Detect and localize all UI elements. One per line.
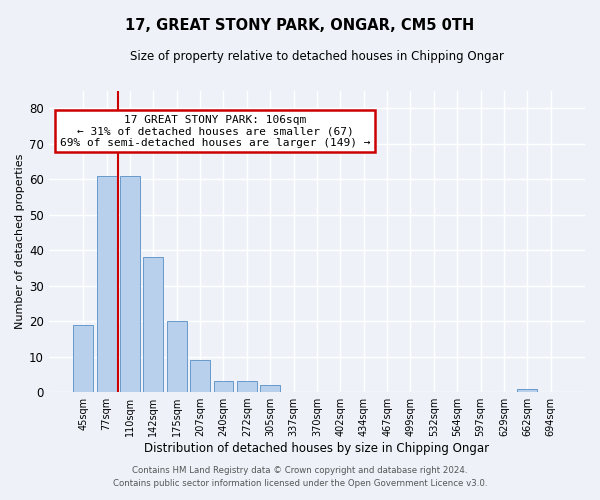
Bar bbox=[260, 385, 280, 392]
Bar bbox=[190, 360, 210, 392]
X-axis label: Distribution of detached houses by size in Chipping Ongar: Distribution of detached houses by size … bbox=[145, 442, 490, 455]
Bar bbox=[143, 258, 163, 392]
Title: Size of property relative to detached houses in Chipping Ongar: Size of property relative to detached ho… bbox=[130, 50, 504, 63]
Bar bbox=[120, 176, 140, 392]
Bar bbox=[214, 382, 233, 392]
Bar bbox=[73, 324, 93, 392]
Text: Contains HM Land Registry data © Crown copyright and database right 2024.
Contai: Contains HM Land Registry data © Crown c… bbox=[113, 466, 487, 487]
Bar bbox=[517, 388, 537, 392]
Bar bbox=[167, 321, 187, 392]
Text: 17, GREAT STONY PARK, ONGAR, CM5 0TH: 17, GREAT STONY PARK, ONGAR, CM5 0TH bbox=[125, 18, 475, 32]
Y-axis label: Number of detached properties: Number of detached properties bbox=[15, 154, 25, 329]
Bar bbox=[97, 176, 116, 392]
Text: 17 GREAT STONY PARK: 106sqm
← 31% of detached houses are smaller (67)
69% of sem: 17 GREAT STONY PARK: 106sqm ← 31% of det… bbox=[60, 114, 370, 148]
Bar bbox=[237, 382, 257, 392]
